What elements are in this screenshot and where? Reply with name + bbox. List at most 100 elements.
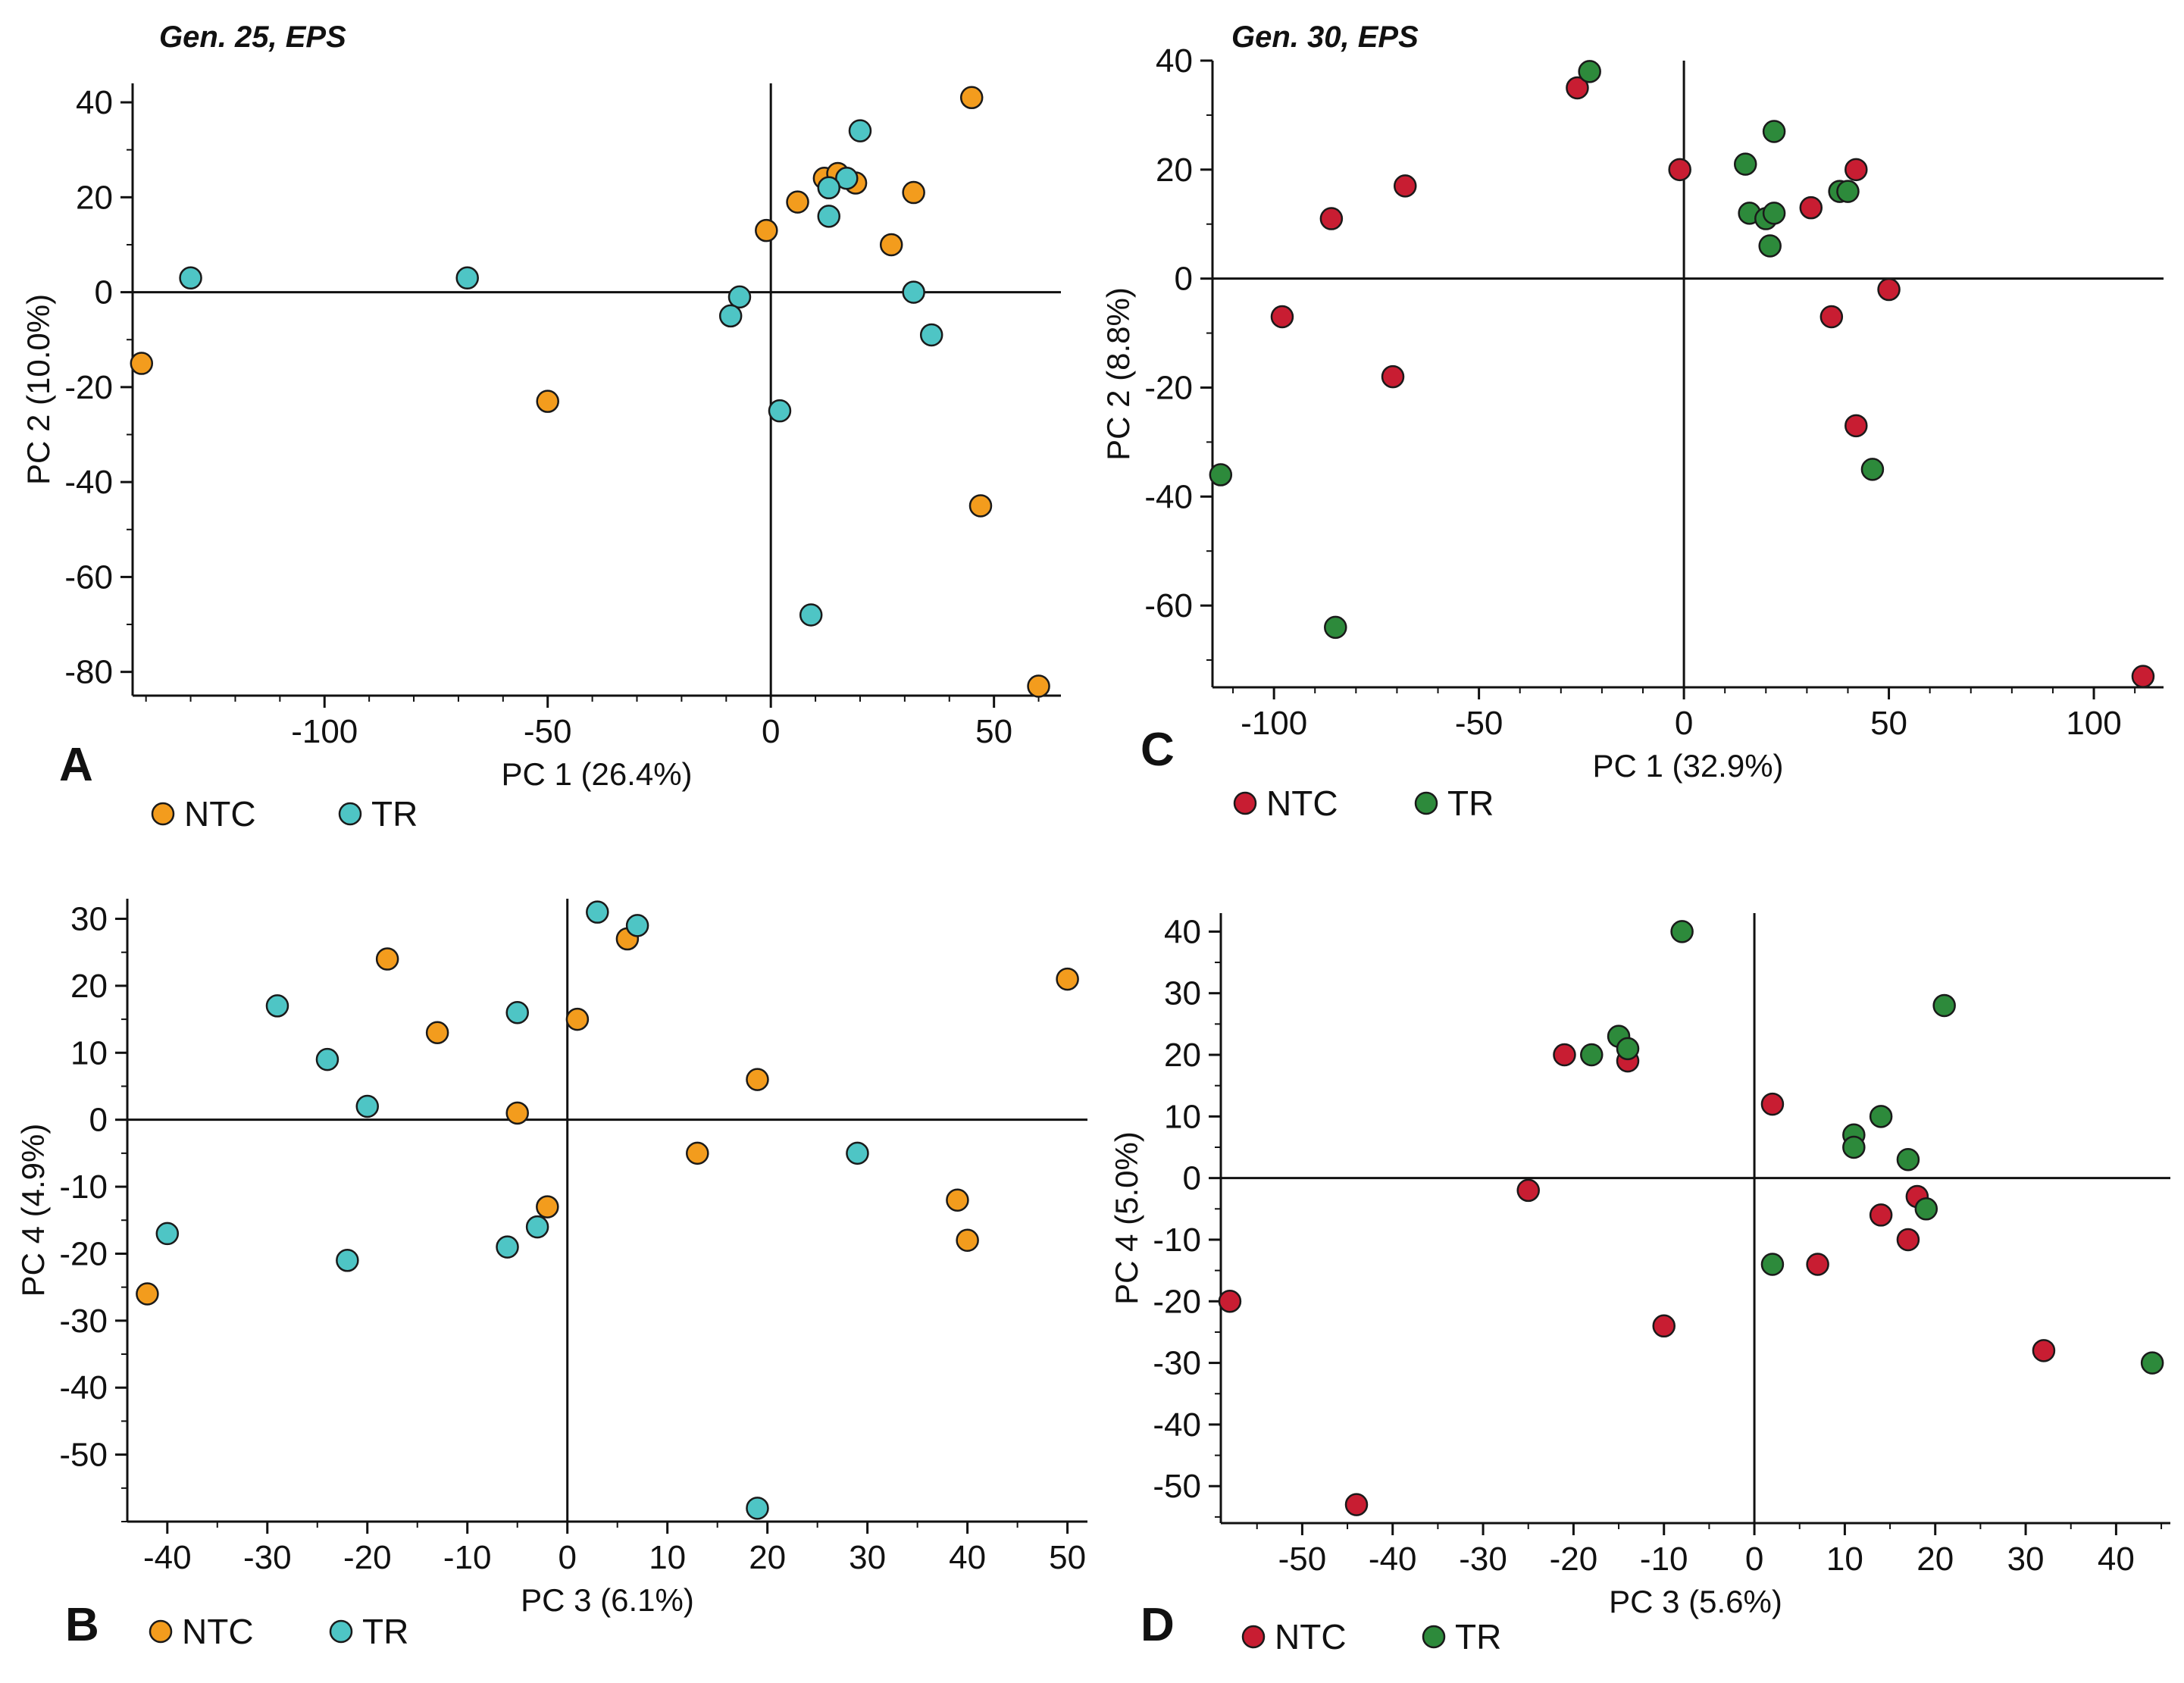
y-tick-label: -50 [1153, 1468, 1201, 1505]
data-point [179, 266, 202, 290]
data-point [718, 304, 743, 328]
x-tick-label: 0 [762, 713, 780, 750]
panel-b: -40 -30 -20 -10 0 10 20 30 40 50 30 20 10 0 -10 -20 -30 -… [15, 899, 1087, 1651]
y-tick-label: 30 [1164, 975, 1201, 1012]
y-tick-label: -30 [1153, 1345, 1201, 1382]
data-point [1578, 60, 1601, 83]
data-point [1896, 1228, 1920, 1252]
y-tick-label: 0 [95, 274, 113, 311]
y-tick-label: -10 [1153, 1222, 1201, 1259]
data-point [1733, 152, 1757, 176]
data-point [786, 190, 809, 214]
data-point [1845, 158, 1868, 182]
data-point [586, 900, 609, 924]
data-point [848, 119, 872, 142]
y-tick-label: 20 [1156, 152, 1193, 189]
data-point [505, 1001, 529, 1025]
x-tick-label: 10 [1826, 1541, 1863, 1578]
data-point [336, 1249, 359, 1272]
y-tick-label: 30 [70, 901, 108, 938]
data-point [265, 994, 289, 1018]
series-ntc [136, 927, 1079, 1306]
data-point [1869, 1105, 1893, 1128]
series-tr [155, 900, 869, 1520]
x-tick-label: -50 [1278, 1541, 1327, 1578]
y-tick-label: -40 [1153, 1406, 1201, 1444]
legend-label: NTC [1275, 1617, 1347, 1656]
x-tick-label: 10 [649, 1539, 686, 1576]
y-tick-label: 0 [1175, 261, 1193, 298]
x-tick-label: 0 [1745, 1541, 1763, 1578]
data-point [1760, 1253, 1785, 1276]
x-tick-label: 20 [749, 1539, 786, 1576]
x-axis-label: PC 1 (26.4%) [501, 756, 692, 792]
y-tick-label: -60 [1144, 587, 1193, 624]
data-point [799, 603, 823, 627]
chart-title: Gen. 25, EPS [159, 20, 346, 54]
legend-label: TR [1447, 784, 1494, 823]
legend-marker [1422, 1625, 1446, 1649]
y-tick-label: -20 [59, 1235, 108, 1272]
legend-marker [329, 1619, 353, 1644]
data-point [1836, 180, 1860, 203]
data-point [1616, 1037, 1640, 1061]
x-tick-label: -10 [443, 1539, 492, 1576]
data-point [496, 1235, 519, 1259]
panel-a: -100 -50 0 50 40 20 0 -20 -40 -60 -80 PC 1 (26.4%) P… [20, 20, 1061, 834]
x-tick-label: 30 [849, 1539, 886, 1576]
panel-d: -50 -40 -30 -20 -10 0 10 20 30 40 40 30 20 10 0 -10 -20 -… [1109, 913, 2170, 1656]
data-point [625, 914, 649, 937]
data-point [455, 266, 479, 290]
panel-letter: B [65, 1599, 99, 1651]
series-ntc [130, 86, 1050, 698]
legend-marker [1241, 1625, 1266, 1649]
data-point [315, 1047, 339, 1071]
data-point [1758, 234, 1782, 258]
y-tick-label: -40 [1144, 478, 1193, 515]
legend-marker [338, 802, 362, 826]
data-point [1896, 1148, 1920, 1172]
data-point [1762, 202, 1786, 225]
data-point [746, 1068, 769, 1091]
data-point [1842, 1135, 1866, 1159]
data-point [1914, 1197, 1938, 1221]
data-point [1218, 1290, 1242, 1313]
panel-letter: D [1140, 1599, 1175, 1651]
data-point [536, 389, 559, 413]
y-tick-label: 20 [1164, 1037, 1201, 1074]
data-point [1806, 1253, 1829, 1276]
data-point [1668, 158, 1691, 182]
y-tick-label: -60 [64, 558, 113, 596]
data-point [1845, 414, 1868, 438]
data-point [1393, 174, 1417, 198]
y-axis-label: PC 4 (5.0%) [1109, 1131, 1144, 1305]
data-point [130, 352, 154, 375]
legend-marker [1414, 791, 1438, 815]
data-point [1860, 458, 1885, 481]
series-ntc [1270, 76, 2155, 688]
panel-letter: C [1140, 724, 1175, 776]
y-tick-label: 40 [76, 84, 113, 121]
x-tick-label: 50 [1870, 705, 1907, 742]
data-point [1652, 1314, 1676, 1338]
x-tick-label: -50 [524, 713, 572, 750]
legend-label: NTC [1266, 784, 1338, 823]
data-point [1027, 674, 1050, 698]
y-axis-label: PC 4 (4.9%) [15, 1124, 51, 1297]
data-point [155, 1222, 180, 1246]
y-axis-label: PC 2 (10.0%) [20, 294, 56, 485]
series-tr [1209, 60, 1885, 640]
data-point [817, 205, 840, 228]
data-point [136, 1282, 159, 1306]
y-tick-label: -30 [59, 1303, 108, 1340]
data-point [1553, 1043, 1576, 1067]
x-tick-label: -10 [1640, 1541, 1688, 1578]
series-tr [1580, 920, 2164, 1375]
data-point [1209, 463, 1233, 486]
y-tick-label: -20 [64, 369, 113, 406]
x-tick-label: -50 [1455, 705, 1503, 742]
data-point [956, 1228, 979, 1253]
data-point [846, 1141, 869, 1165]
legend-label: NTC [182, 1612, 254, 1651]
